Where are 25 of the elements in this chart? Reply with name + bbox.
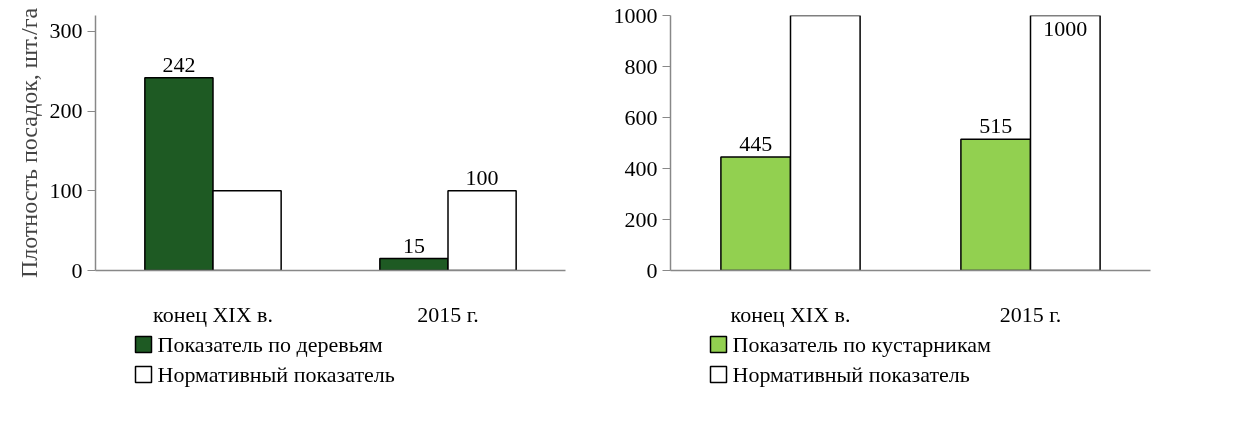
legend-label: Нормативный показатель bbox=[157, 362, 395, 387]
x-tick-label: 2015 г. bbox=[417, 301, 479, 327]
y-tick-label: 300 bbox=[49, 18, 83, 44]
y-tick-label: 100 bbox=[49, 177, 83, 203]
data-label: 100 bbox=[465, 164, 499, 190]
x-tick-label: конец XIX в. bbox=[153, 301, 273, 327]
x-tick-label: 2015 г. bbox=[999, 301, 1062, 327]
y-tick-label: 800 bbox=[624, 53, 658, 79]
y-tick-label: 600 bbox=[624, 104, 658, 130]
data-label: 1000 bbox=[1043, 15, 1088, 41]
y-tick-label: 200 bbox=[624, 206, 658, 232]
y-tick-label: 400 bbox=[624, 155, 658, 181]
y-tick-label: 0 bbox=[71, 257, 83, 283]
x-tick-label: конец XIX в. bbox=[730, 301, 851, 327]
y-tick-label: 200 bbox=[49, 98, 83, 124]
data-label: 445 bbox=[739, 131, 773, 157]
y-tick-label: 1000 bbox=[613, 2, 658, 28]
data-label: 242 bbox=[162, 51, 196, 77]
data-label: 515 bbox=[979, 113, 1013, 139]
data-label: 15 bbox=[402, 232, 425, 258]
legend-label: Нормативный показатель bbox=[732, 362, 970, 387]
y-axis-title: Плотность посадок, шт./га bbox=[15, 7, 42, 279]
y-tick-label: 0 bbox=[646, 257, 658, 283]
legend-label: Показатель по деревьям bbox=[157, 332, 383, 357]
legend-label: Показатель по кустарникам bbox=[732, 332, 992, 357]
